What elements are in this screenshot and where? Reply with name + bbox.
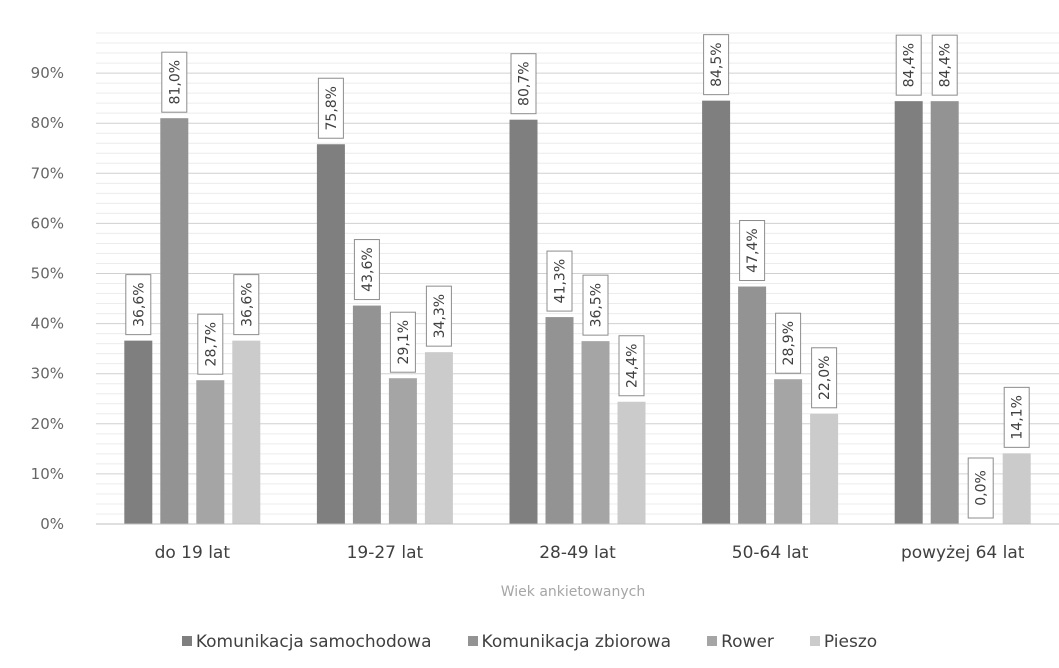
- y-tick-label: 40%: [31, 315, 64, 333]
- legend-swatch: [809, 636, 820, 646]
- data-labels: 36,6% 81,0% 28,7% 36,6% 75,8% 43,6% 29,1% 34,3%…: [125, 34, 1030, 519]
- y-tick-label: 10%: [31, 465, 64, 483]
- bar: [424, 352, 453, 524]
- bar: [545, 317, 574, 524]
- data-label-box: [317, 77, 344, 139]
- data-label-box: [967, 457, 994, 519]
- bar: [581, 341, 610, 524]
- y-tick-label: 30%: [31, 365, 64, 383]
- data-label-box: [931, 34, 958, 96]
- legend-swatch: [707, 636, 718, 646]
- legend-label: Pieszo: [823, 632, 878, 652]
- y-tick-label: 80%: [31, 114, 64, 132]
- data-label-box: [510, 53, 537, 115]
- y-tick-label: 0%: [40, 515, 64, 533]
- data-label: 14,1%: [1010, 395, 1026, 439]
- legend-item: Rower: [707, 632, 774, 652]
- data-label-box: [389, 311, 416, 373]
- data-label-box: [1003, 386, 1030, 448]
- bar: [509, 119, 538, 525]
- bar: [702, 100, 731, 524]
- legend-item: Komunikacja zbiorowa: [467, 632, 672, 652]
- data-label-box: [775, 312, 802, 374]
- bar: [1002, 453, 1031, 524]
- data-label: 22,0%: [817, 356, 833, 400]
- bar: [894, 101, 923, 524]
- data-label-box: [811, 347, 838, 409]
- x-tick-label: 19-27 lat: [347, 543, 424, 563]
- data-label-box: [197, 313, 224, 375]
- legend: Komunikacja samochodowa Komunikacja zbior…: [0, 632, 1059, 652]
- bar: [388, 378, 417, 524]
- legend-item: Komunikacja samochodowa: [181, 632, 432, 652]
- data-label: 36,6%: [239, 282, 255, 326]
- legend-swatch: [181, 636, 192, 646]
- y-tick-label: 60%: [31, 214, 64, 232]
- data-label: 43,6%: [360, 247, 376, 291]
- data-label-box: [739, 220, 766, 282]
- bar: [930, 101, 959, 524]
- bar: [232, 340, 261, 524]
- data-label-box: [546, 250, 573, 312]
- x-tick-label: 28-49 lat: [539, 543, 616, 563]
- x-tick-label: do 19 lat: [155, 543, 231, 563]
- data-label-box: [703, 34, 730, 96]
- legend-label: Rower: [721, 632, 774, 652]
- data-label: 29,1%: [396, 320, 412, 364]
- legend-item: Pieszo: [809, 632, 878, 652]
- x-axis: do 19 lat 19-27 lat 28-49 lat 50-64 lat powy…: [96, 523, 1059, 563]
- legend-label: Komunikacja samochodowa: [195, 632, 432, 652]
- data-label: 34,3%: [432, 294, 448, 338]
- bar: [617, 401, 646, 524]
- data-label-box: [161, 51, 188, 113]
- x-tick-label: powyżej 64 lat: [901, 543, 1025, 563]
- data-label: 75,8%: [324, 86, 340, 130]
- bar: [196, 380, 225, 524]
- x-tick-label: 50-64 lat: [732, 543, 809, 563]
- data-label-box: [895, 34, 922, 96]
- y-tick-label: 50%: [31, 265, 64, 283]
- data-label-box: [582, 274, 609, 336]
- data-label-box: [125, 274, 152, 336]
- bar: [352, 305, 381, 524]
- x-axis-title: Wiek ankietowanych: [501, 584, 645, 600]
- y-axis: 0% 10% 20% 30% 40% 50% 60% 70% 80% 90%: [31, 64, 64, 533]
- data-label: 36,6%: [131, 282, 147, 326]
- data-label-box: [233, 274, 260, 336]
- bar: [774, 379, 803, 524]
- data-label: 24,4%: [625, 344, 641, 388]
- data-label: 36,5%: [589, 283, 605, 327]
- bar: [738, 286, 767, 524]
- data-label: 84,5%: [709, 42, 725, 86]
- legend-label: Komunikacja zbiorowa: [481, 632, 672, 652]
- y-tick-label: 90%: [31, 64, 64, 82]
- data-label: 81,0%: [167, 60, 183, 104]
- bar: [160, 118, 189, 524]
- data-label-box: [353, 239, 380, 301]
- data-label-box: [425, 285, 452, 347]
- data-label: 84,4%: [938, 43, 954, 87]
- data-label: 28,7%: [203, 322, 219, 366]
- data-label: 84,4%: [902, 43, 918, 87]
- data-label: 41,3%: [553, 259, 569, 303]
- data-label-box: [618, 335, 645, 397]
- bar: [810, 413, 839, 524]
- data-label: 28,9%: [781, 321, 797, 365]
- bars: [124, 100, 1031, 525]
- legend-swatch: [467, 636, 478, 646]
- data-label: 0,0%: [974, 470, 990, 506]
- y-tick-label: 70%: [31, 164, 64, 182]
- bar: [316, 144, 345, 524]
- bar: [124, 340, 153, 524]
- data-label: 80,7%: [517, 61, 533, 105]
- y-tick-label: 20%: [31, 415, 64, 433]
- data-label: 47,4%: [745, 228, 761, 272]
